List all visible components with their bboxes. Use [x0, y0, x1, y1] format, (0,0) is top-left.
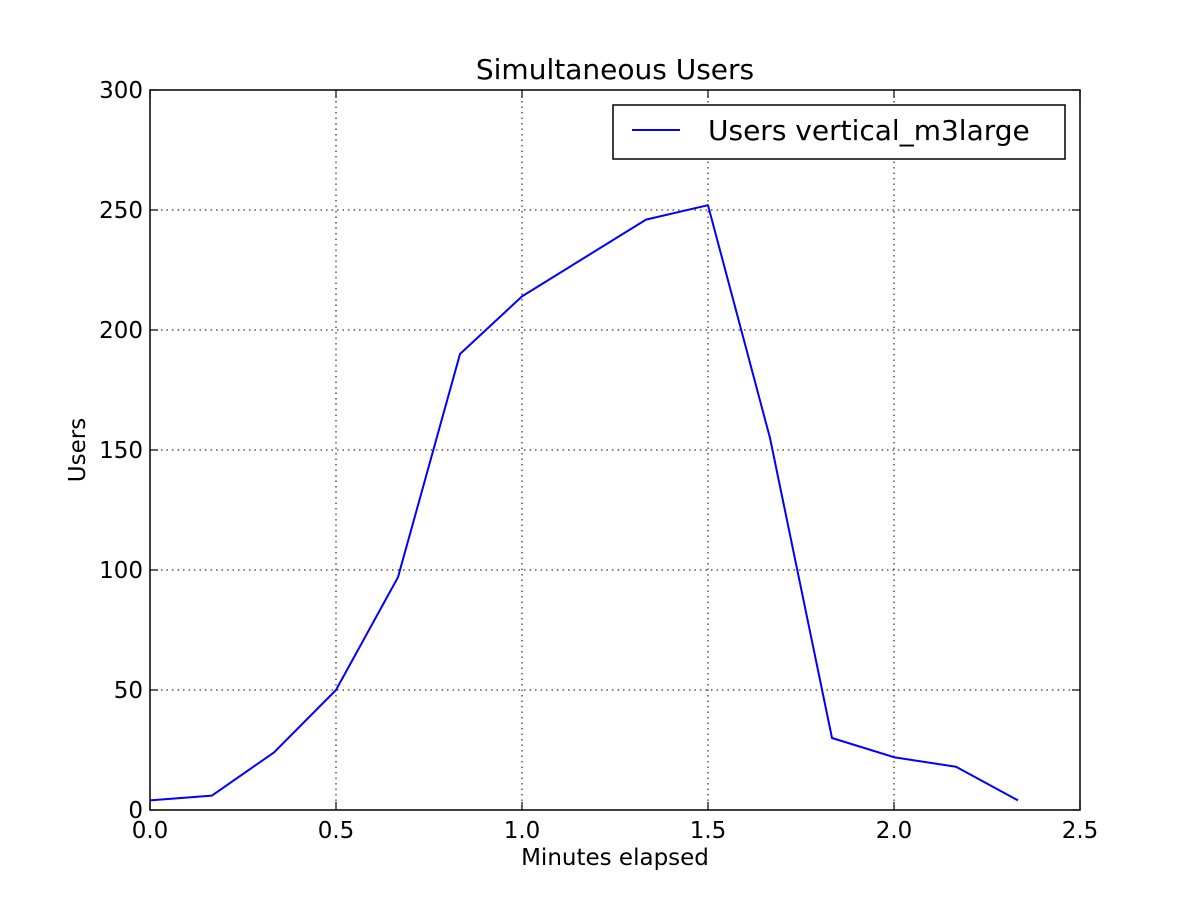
y-tick-labels: 0 50 100 150 200 250 300 [99, 78, 143, 824]
y-tick-label: 100 [99, 558, 143, 584]
legend: Users vertical_m3large [612, 104, 1066, 160]
series-layer [149, 204, 1019, 802]
x-tick-label: 1.5 [690, 818, 727, 844]
y-tick-label: 250 [99, 198, 143, 224]
x-tick-label: 1.0 [504, 818, 541, 844]
legend-box [612, 104, 1066, 160]
legend-label: Users vertical_m3large [708, 114, 1030, 147]
plot-area [150, 90, 1080, 810]
y-tick-label: 0 [128, 798, 143, 824]
y-tick-label: 300 [99, 78, 143, 104]
tick-marks [149, 89, 1081, 811]
series-line [149, 204, 1019, 802]
x-tick-labels: 0.0 0.5 1.0 1.5 2.0 2.5 [132, 818, 1099, 844]
y-axis-label: Users [65, 418, 91, 482]
y-tick-label: 50 [114, 678, 143, 704]
x-tick-label: 2.5 [1062, 818, 1099, 844]
x-tick-label: 0.5 [318, 818, 355, 844]
y-tick-label: 200 [99, 318, 143, 344]
x-axis-label: Minutes elapsed [521, 845, 709, 871]
y-tick-label: 150 [99, 438, 143, 464]
x-tick-label: 2.0 [876, 818, 913, 844]
x-tick-label: 0.0 [132, 818, 169, 844]
chart-title: Simultaneous Users [476, 53, 754, 86]
